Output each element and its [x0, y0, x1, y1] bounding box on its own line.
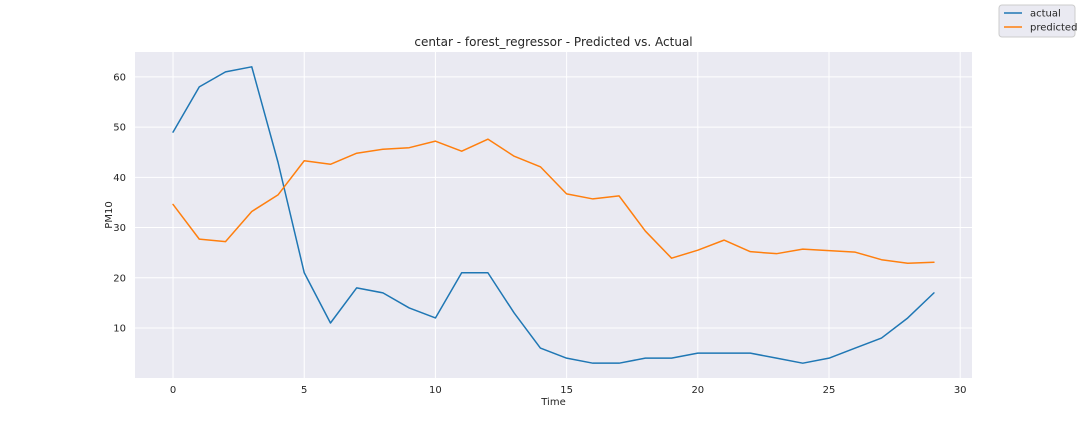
- legend: actual predicted: [998, 4, 1077, 38]
- x-tick-label: 10: [429, 385, 442, 396]
- y-axis-label: PM10: [104, 201, 115, 228]
- x-tick-label: 30: [954, 385, 967, 396]
- x-tick-label: 0: [170, 385, 176, 396]
- y-tick-label: 40: [113, 173, 126, 184]
- x-tick-label: 25: [823, 385, 836, 396]
- y-axis-ticks: 10 20 30 40 50 60: [113, 72, 126, 334]
- y-tick-label: 30: [113, 223, 126, 234]
- y-tick-label: 60: [113, 72, 126, 83]
- x-axis-label: Time: [540, 397, 565, 408]
- y-tick-label: 10: [113, 324, 126, 335]
- y-tick-label: 50: [113, 123, 126, 134]
- grid: [135, 52, 972, 378]
- x-tick-label: 15: [560, 385, 573, 396]
- x-tick-label: 20: [691, 385, 704, 396]
- series-lines: [172, 66, 935, 364]
- plot-background: [135, 52, 972, 378]
- series-line-predicted: [172, 138, 935, 264]
- x-tick-label: 5: [301, 385, 307, 396]
- legend-label-predicted: predicted: [1030, 23, 1077, 34]
- series-line-actual: [172, 66, 935, 364]
- chart-title: centar - forest_regressor - Predicted vs…: [414, 35, 692, 49]
- x-axis-ticks: 0 5 10 15 20 25 30: [170, 385, 967, 396]
- y-tick-label: 20: [113, 273, 126, 284]
- legend-label-actual: actual: [1030, 9, 1061, 20]
